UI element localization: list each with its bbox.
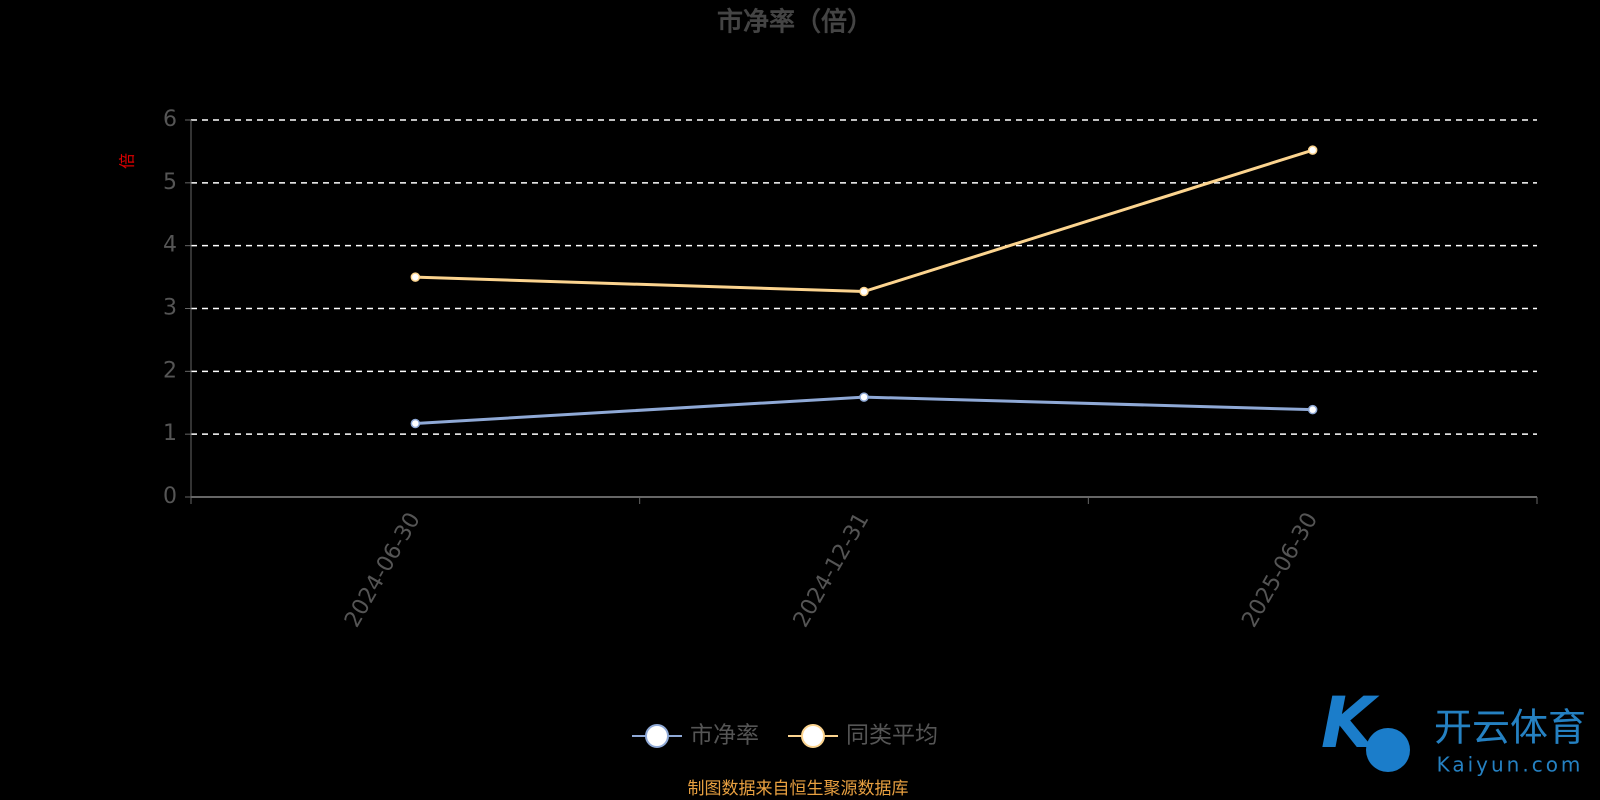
watermark: K 开云体育 Kaiyun.com bbox=[1321, 682, 1586, 776]
y-tick-label: 1 bbox=[163, 421, 177, 446]
y-tick-label: 4 bbox=[163, 233, 177, 258]
x-tick-label: 2024-12-31 bbox=[789, 509, 875, 632]
y-tick-label: 6 bbox=[163, 107, 177, 132]
data-point bbox=[859, 286, 869, 297]
legend-marker bbox=[645, 724, 669, 748]
legend-label: 市净率 bbox=[690, 723, 759, 749]
data-point bbox=[410, 418, 421, 429]
legend-item: 同类平均 bbox=[788, 723, 938, 749]
x-tick-label: 2024-06-30 bbox=[340, 509, 426, 632]
data-point bbox=[410, 272, 421, 282]
watermark-subtitle: Kaiyun.com bbox=[1437, 753, 1584, 777]
legend-label: 同类平均 bbox=[846, 723, 938, 749]
data-point bbox=[1307, 145, 1318, 155]
y-tick-label: 0 bbox=[163, 484, 177, 509]
x-tick-label: 2025-06-30 bbox=[1237, 509, 1323, 632]
legend-item: 市净率 bbox=[632, 723, 759, 749]
logo-ball bbox=[1366, 728, 1410, 772]
data-point bbox=[1307, 404, 1318, 415]
y-axis-label: 倍 bbox=[118, 153, 137, 169]
watermark-title: 开云体育 bbox=[1434, 706, 1586, 750]
legend-marker bbox=[801, 724, 825, 748]
source-note: 制图数据来自恒生聚源数据库 bbox=[688, 779, 909, 799]
y-tick-label: 3 bbox=[163, 296, 177, 321]
series-line bbox=[415, 148, 1314, 294]
y-tick-label: 2 bbox=[163, 358, 177, 383]
data-point bbox=[859, 392, 869, 402]
y-tick-label: 5 bbox=[163, 170, 177, 195]
chart-title: 市净率（倍） bbox=[717, 7, 873, 38]
